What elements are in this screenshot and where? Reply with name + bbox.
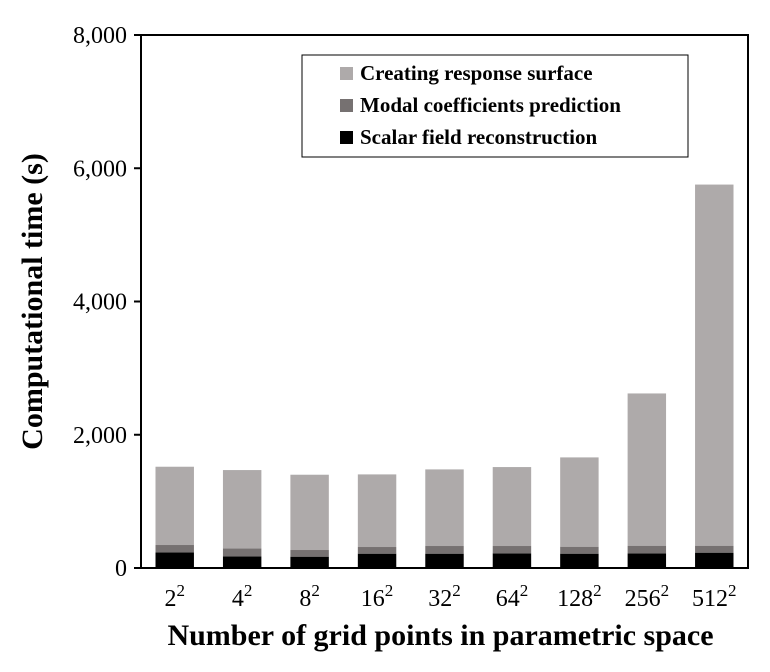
bar-segment-creating-response-surface	[357, 474, 397, 548]
x-tick-base: 512	[692, 586, 728, 612]
x-tick-label: 22	[164, 581, 185, 612]
bar-segment-modal-coefficients-prediction	[560, 546, 599, 554]
bar-segment-modal-coefficients-prediction	[222, 548, 262, 557]
bar-segment-modal-coefficients-prediction	[425, 546, 464, 554]
x-tick-base: 32	[428, 586, 452, 612]
bar-segment-creating-response-surface	[627, 393, 667, 546]
bar-segment-modal-coefficients-prediction	[627, 545, 667, 554]
bar-segment-creating-response-surface	[695, 184, 734, 546]
x-tick-base: 2	[164, 586, 176, 612]
x-axis-ticks: 22 42 82 162 322 642 1282 2562 5122	[164, 581, 736, 612]
x-tick-label: 322	[428, 581, 461, 612]
bar-segment-scalar-field-reconstruction	[425, 553, 464, 568]
x-tick-superscript: 2	[452, 581, 461, 600]
x-tick-base: 64	[496, 586, 520, 612]
x-tick-label: 162	[361, 581, 394, 612]
x-tick-superscript: 2	[176, 581, 185, 600]
x-tick-base: 4	[232, 586, 244, 612]
bar-segment-modal-coefficients-prediction	[695, 545, 734, 553]
bar-segment-modal-coefficients-prediction	[492, 546, 532, 554]
y-tick-label: 8,000	[73, 23, 127, 49]
bar-segment-scalar-field-reconstruction	[222, 556, 262, 568]
legend-swatch	[340, 67, 353, 80]
y-axis-ticks: 0 2,000 4,000 6,000 8,000	[73, 23, 141, 582]
y-tick-label: 6,000	[73, 156, 127, 182]
bar-segment-scalar-field-reconstruction	[155, 552, 194, 568]
x-tick-superscript: 2	[244, 581, 253, 600]
x-tick-base: 8	[299, 586, 311, 612]
x-tick-superscript: 2	[520, 581, 529, 600]
x-tick-label: 5122	[692, 581, 737, 612]
y-tick-label: 4,000	[73, 290, 127, 316]
y-tick-label: 0	[115, 556, 127, 582]
legend-label: Scalar field reconstruction	[360, 125, 598, 149]
bar-segment-creating-response-surface	[425, 469, 464, 547]
y-tick-label: 2,000	[73, 423, 127, 449]
legend-box	[301, 54, 689, 158]
legend-swatch	[340, 131, 353, 144]
x-tick-label: 2562	[625, 581, 670, 612]
x-tick-superscript: 2	[593, 581, 602, 600]
bars-group	[155, 184, 734, 568]
bar-segment-scalar-field-reconstruction	[492, 553, 532, 568]
bar-segment-creating-response-surface	[560, 457, 599, 547]
legend: Creating response surface Modal coefficie…	[301, 54, 689, 158]
bar-segment-creating-response-surface	[155, 466, 194, 546]
bar-segment-creating-response-surface	[492, 467, 532, 547]
x-tick-base: 16	[361, 586, 385, 612]
bar-segment-scalar-field-reconstruction	[560, 553, 599, 568]
x-tick-label: 42	[232, 581, 253, 612]
y-axis-title: Computational time (s)	[16, 153, 49, 450]
legend-label: Modal coefficients prediction	[360, 93, 621, 117]
bar-segment-creating-response-surface	[290, 474, 329, 551]
x-tick-label: 642	[496, 581, 529, 612]
x-tick-superscript: 2	[385, 581, 394, 600]
bar-segment-creating-response-surface	[222, 470, 262, 549]
x-tick-superscript: 2	[728, 581, 737, 600]
x-tick-base: 128	[557, 586, 593, 612]
bar-segment-scalar-field-reconstruction	[695, 552, 734, 568]
x-tick-superscript: 2	[311, 581, 320, 600]
x-tick-label: 82	[299, 581, 320, 612]
bar-segment-scalar-field-reconstruction	[627, 553, 667, 568]
bar-segment-modal-coefficients-prediction	[155, 545, 194, 553]
x-tick-base: 256	[625, 586, 661, 612]
legend-swatch	[340, 99, 353, 112]
x-tick-label: 1282	[557, 581, 602, 612]
bar-segment-scalar-field-reconstruction	[290, 556, 329, 568]
legend-label: Creating response surface	[360, 61, 593, 85]
x-tick-superscript: 2	[661, 581, 670, 600]
bar-segment-modal-coefficients-prediction	[357, 547, 397, 554]
x-axis-title: Number of grid points in parametric spac…	[167, 619, 713, 652]
bar-segment-modal-coefficients-prediction	[290, 550, 329, 557]
bar-segment-scalar-field-reconstruction	[357, 553, 397, 568]
